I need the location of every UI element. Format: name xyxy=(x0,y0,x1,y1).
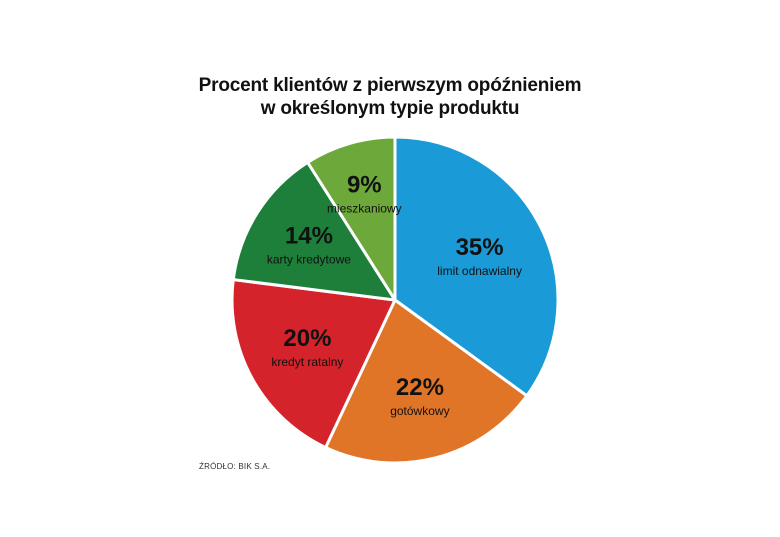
source-note: ŹRÓDŁO: BIK S.A. xyxy=(199,462,271,471)
slice-value-label-gotówkowy: 22% xyxy=(396,374,444,401)
slice-value-label-limit-odnawialny: 35% xyxy=(456,234,504,261)
chart-title: Procent klientów z pierwszym opóźnieniem… xyxy=(0,74,780,120)
pie-slice-karty-kredytowe xyxy=(231,160,397,302)
slice-value-label-kredyt-ratalny: 20% xyxy=(283,325,331,352)
slice-category-label-kredyt-ratalny: kredyt ratalny xyxy=(271,355,343,369)
chart-title-line-2: w określonym typie produktu xyxy=(260,98,520,119)
pie-slice-limit-odnawialny xyxy=(393,135,560,398)
slice-value-label-karty-kredytowe: 14% xyxy=(285,222,333,249)
slice-category-label-gotówkowy: gotówkowy xyxy=(390,404,449,418)
chart-title-line-1: Procent klientów z pierwszym opóźnieniem xyxy=(198,75,582,96)
slice-category-label-limit-odnawialny: limit odnawialny xyxy=(437,264,522,278)
pie-slice-kredyt-ratalny xyxy=(230,278,397,449)
slice-category-label-mieszkaniowy: mieszkaniowy xyxy=(327,201,402,215)
pie-slice-mieszkaniowy xyxy=(306,135,397,302)
slice-category-label-karty-kredytowe: karty kredytowe xyxy=(267,252,351,266)
slice-value-label-mieszkaniowy: 9% xyxy=(347,171,382,198)
